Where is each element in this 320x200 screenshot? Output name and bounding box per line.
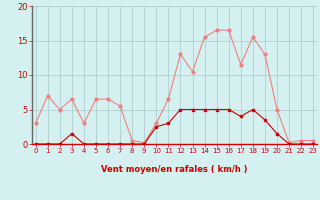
X-axis label: Vent moyen/en rafales ( km/h ): Vent moyen/en rafales ( km/h ) xyxy=(101,165,248,174)
